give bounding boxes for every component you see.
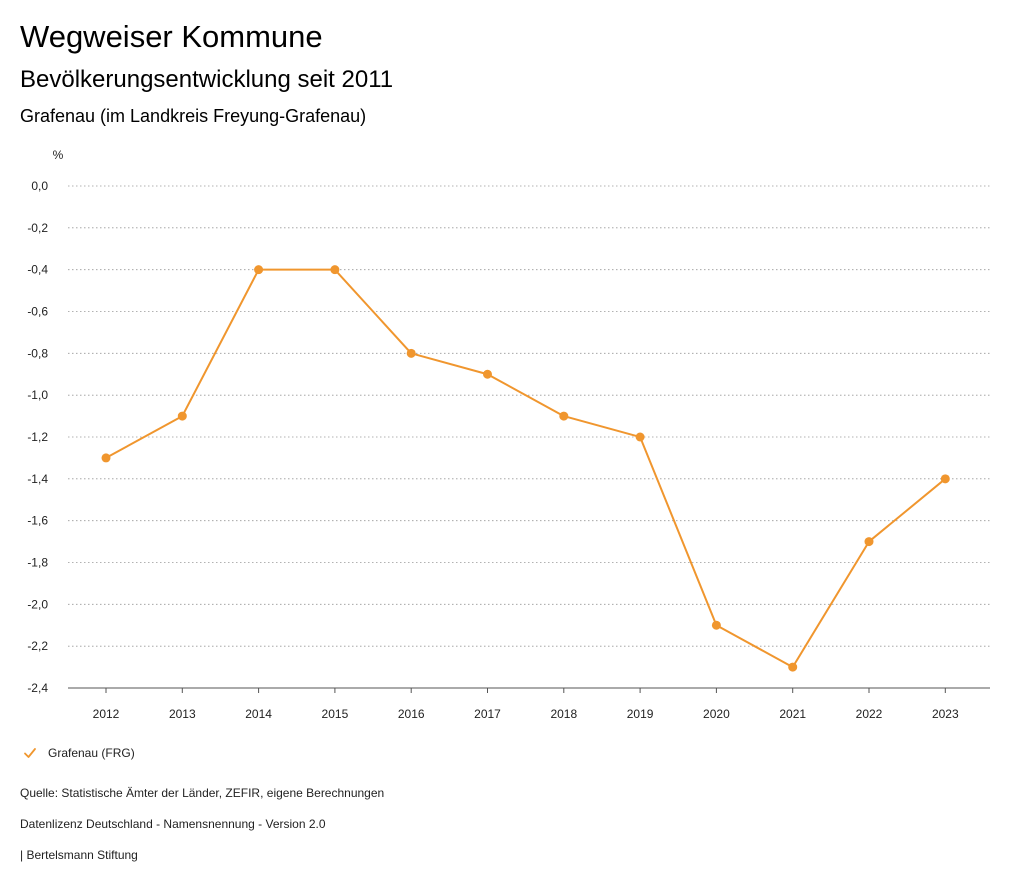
y-axis-unit-label: %: [53, 148, 64, 162]
y-tick-label: -0,4: [27, 263, 48, 277]
x-tick-label: 2018: [550, 707, 577, 721]
data-point[interactable]: [254, 265, 264, 275]
y-tick-label: -1,6: [27, 514, 48, 528]
y-axis-ticks: 0,0 -0,2 -0,4 -0,6 -0,8 -1,0 -1,2 -1,4 -1,6 -1,8 -…: [27, 179, 48, 695]
page-title: Wegweiser Kommune: [20, 19, 323, 54]
series-line: [105, 268, 946, 669]
check-icon: [24, 748, 36, 758]
y-tick-label: 0,0: [31, 179, 48, 193]
x-tick-label: 2020: [703, 707, 730, 721]
data-point[interactable]: [635, 432, 645, 442]
publisher-note: | Bertelsmann Stiftung: [20, 848, 138, 862]
data-point[interactable]: [940, 474, 950, 484]
x-tick-label: 2023: [932, 707, 959, 721]
y-tick-label: -1,4: [27, 472, 48, 486]
x-tick-label: 2014: [245, 707, 272, 721]
region-label: Grafenau (im Landkreis Freyung-Grafenau): [20, 106, 367, 126]
x-tick-label: 2015: [322, 707, 349, 721]
data-point[interactable]: [177, 411, 187, 421]
legend[interactable]: Grafenau (FRG): [22, 745, 135, 761]
data-point[interactable]: [406, 348, 416, 358]
x-tick-label: 2016: [398, 707, 425, 721]
x-axis-ticks: 2012 2013 2014 2015 2016 2017 2018 2019 2020 2021…: [93, 688, 959, 721]
legend-label: Grafenau (FRG): [48, 746, 135, 760]
grid-layer: [68, 185, 990, 689]
data-point[interactable]: [559, 411, 569, 421]
y-tick-label: -0,6: [27, 305, 48, 319]
y-tick-label: -1,0: [27, 388, 48, 402]
data-point[interactable]: [788, 662, 798, 672]
x-tick-label: 2017: [474, 707, 501, 721]
chart-subtitle: Bevölkerungsentwicklung seit 2011: [20, 66, 394, 93]
data-point[interactable]: [101, 453, 111, 463]
series-layer: [101, 265, 950, 672]
data-point[interactable]: [330, 265, 340, 275]
y-tick-label: -1,8: [27, 556, 48, 570]
y-tick-label: -2,4: [27, 681, 48, 695]
y-tick-label: -2,0: [27, 597, 48, 611]
x-tick-label: 2013: [169, 707, 196, 721]
x-tick-label: 2021: [779, 707, 806, 721]
y-tick-label: -1,2: [27, 430, 48, 444]
x-tick-label: 2012: [93, 707, 120, 721]
x-tick-label: 2022: [856, 707, 883, 721]
data-point[interactable]: [483, 369, 492, 379]
y-tick-label: -0,8: [27, 346, 48, 360]
y-tick-label: -2,2: [27, 639, 48, 653]
data-point[interactable]: [711, 620, 721, 630]
data-point[interactable]: [864, 537, 874, 547]
x-tick-label: 2019: [627, 707, 654, 721]
line-chart: % 0,0 -0,2 -0,4 -0,6 -0,8 -1,0 -1,2 -1,4 -1,6 -1,…: [27, 148, 990, 721]
license-note: Datenlizenz Deutschland - Namensnennung …: [20, 817, 326, 831]
source-note: Quelle: Statistische Ämter der Länder, Z…: [20, 786, 385, 800]
y-tick-label: -0,2: [27, 221, 48, 235]
